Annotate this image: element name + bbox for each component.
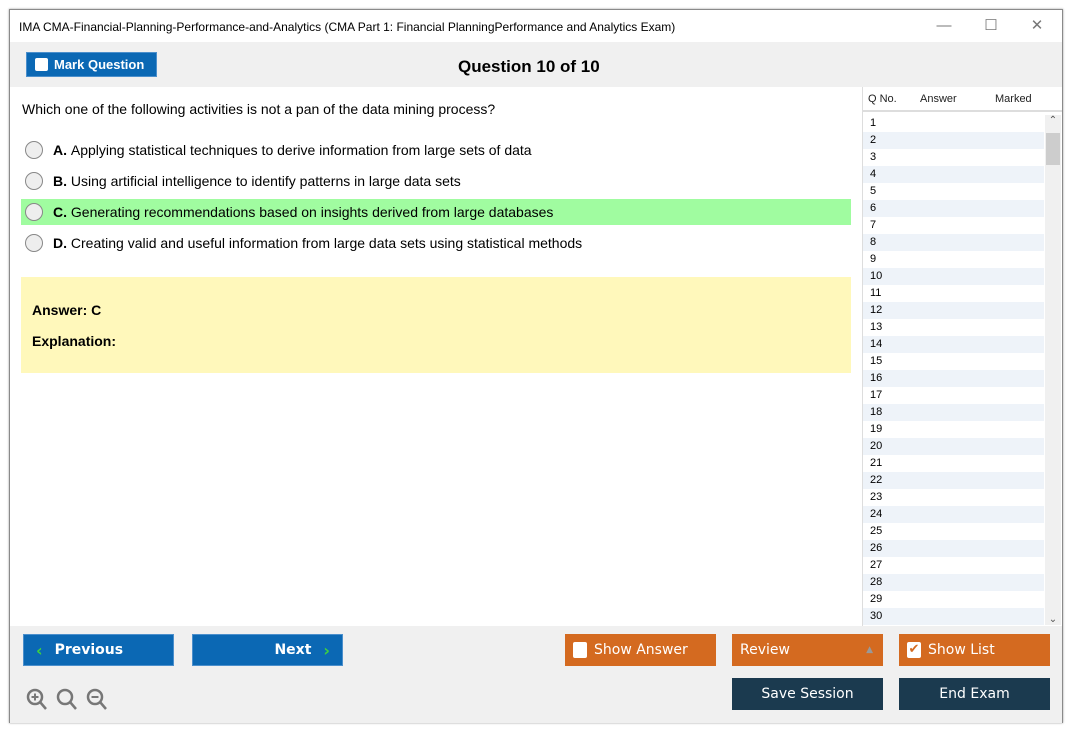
- list-row[interactable]: 24: [863, 506, 1044, 523]
- list-row[interactable]: 1: [870, 117, 877, 129]
- option-text: Creating valid and useful information fr…: [70, 235, 583, 251]
- list-row[interactable]: 25: [870, 525, 883, 537]
- header-qno: Q No.: [868, 92, 897, 105]
- question-area: Which one of the following activities is…: [10, 87, 862, 626]
- toolbar: Mark Question Question 10 of 10: [10, 42, 1062, 87]
- list-row[interactable]: 14: [863, 336, 1044, 353]
- end-exam-label: End Exam: [939, 686, 1010, 702]
- zoom-in-icon[interactable]: [26, 688, 47, 710]
- list-row[interactable]: 26: [863, 540, 1044, 557]
- checkmark-icon: ✔: [907, 642, 921, 658]
- list-row[interactable]: 22: [863, 472, 1044, 489]
- question-counter: Question 10 of 10: [458, 57, 600, 76]
- previous-button[interactable]: ‹ Previous: [23, 634, 174, 666]
- list-row[interactable]: 6: [863, 200, 1044, 217]
- next-button[interactable]: Next ›: [192, 634, 343, 666]
- option-letter: D.: [53, 235, 67, 251]
- list-row[interactable]: 2: [863, 132, 1044, 149]
- next-label: Next: [274, 642, 312, 658]
- show-answer-label: Show Answer: [594, 642, 688, 658]
- question-text: Which one of the following activities is…: [22, 101, 496, 117]
- radio-button[interactable]: [25, 203, 43, 221]
- title-bar: IMA CMA-Financial-Planning-Performance-a…: [10, 10, 1062, 42]
- mark-question-label: Mark Question: [54, 57, 145, 72]
- show-list-button[interactable]: ✔ Show List: [899, 634, 1050, 666]
- list-row[interactable]: 8: [863, 234, 1044, 251]
- scroll-down-icon[interactable]: ⌄: [1048, 614, 1058, 625]
- question-list: 1 2 3 4 5 6 7 8 9 10 11 12 13 14 15 16 17 18 19 20 21 22 23 24 2…: [863, 115, 1044, 625]
- option-d[interactable]: D. Creating valid and useful information…: [21, 230, 851, 256]
- checkbox-icon: [35, 58, 48, 71]
- radio-button[interactable]: [25, 234, 43, 252]
- review-dropdown[interactable]: Review ▲: [732, 634, 883, 666]
- caret-up-icon: ▲: [866, 645, 873, 655]
- list-row[interactable]: 18: [863, 404, 1044, 421]
- list-row[interactable]: 20: [863, 438, 1044, 455]
- list-row[interactable]: 27: [870, 559, 883, 571]
- list-row[interactable]: 21: [870, 457, 883, 469]
- explanation-label: Explanation:: [32, 333, 117, 349]
- window-title: IMA CMA-Financial-Planning-Performance-a…: [19, 20, 676, 34]
- show-answer-button[interactable]: Show Answer: [565, 634, 716, 666]
- option-text: Generating recommendations based on insi…: [70, 204, 554, 220]
- list-row[interactable]: 10: [863, 268, 1044, 285]
- show-list-label: Show List: [928, 642, 995, 658]
- answer-box: Answer: C Explanation:: [21, 277, 851, 373]
- option-b[interactable]: B. Using artificial intelligence to iden…: [21, 168, 851, 194]
- list-row[interactable]: 3: [870, 151, 877, 163]
- end-exam-button[interactable]: End Exam: [899, 678, 1050, 710]
- list-row[interactable]: 13: [870, 321, 883, 333]
- bottom-bar: ‹ Previous Next › Show Answer Review ▲ ✔ Sho…: [10, 626, 1062, 723]
- list-row[interactable]: 5: [870, 185, 877, 197]
- list-row[interactable]: 19: [870, 423, 883, 435]
- save-session-label: Save Session: [761, 686, 854, 702]
- option-c[interactable]: C. Generating recommendations based on i…: [21, 199, 851, 225]
- list-row[interactable]: 15: [870, 355, 883, 367]
- list-row[interactable]: 17: [870, 389, 883, 401]
- header-answer: Answer: [920, 92, 957, 105]
- scrollbar[interactable]: ⌃ ⌄: [1045, 115, 1061, 625]
- zoom-out-icon[interactable]: [86, 688, 107, 710]
- scroll-up-icon[interactable]: ⌃: [1048, 115, 1058, 126]
- radio-button[interactable]: [25, 141, 43, 159]
- minimize-button[interactable]: —: [936, 17, 952, 34]
- chevron-left-icon: ‹: [36, 640, 43, 660]
- mark-question-button[interactable]: Mark Question: [26, 52, 157, 77]
- review-label: Review: [740, 642, 790, 658]
- option-letter: A.: [53, 142, 67, 158]
- option-letter: B.: [53, 173, 67, 189]
- checkbox-icon: [573, 642, 587, 658]
- list-row[interactable]: 28: [863, 574, 1044, 591]
- list-row[interactable]: 30: [863, 608, 1044, 625]
- zoom-reset-icon[interactable]: [56, 688, 77, 710]
- list-row[interactable]: 29: [870, 593, 883, 605]
- zoom-controls: [26, 688, 107, 710]
- answer-label: Answer: C: [32, 302, 102, 318]
- list-row[interactable]: 9: [870, 253, 877, 265]
- previous-label: Previous: [54, 642, 124, 658]
- chevron-right-icon: ›: [323, 640, 330, 660]
- option-letter: C.: [53, 204, 67, 220]
- option-text: Using artificial intelligence to identif…: [70, 173, 461, 189]
- list-row[interactable]: 4: [863, 166, 1044, 183]
- save-session-button[interactable]: Save Session: [732, 678, 883, 710]
- option-text: Applying statistical techniques to deriv…: [70, 142, 532, 158]
- maximize-button[interactable]: ☐: [984, 17, 998, 34]
- question-list-panel: Q No. Answer Marked 1 2 3 4 5 6 7 8 9 10 11 12 13 14 1…: [862, 87, 1062, 626]
- close-button[interactable]: ✕: [1030, 17, 1044, 34]
- list-row[interactable]: 7: [870, 219, 877, 231]
- option-a[interactable]: A. Applying statistical techniques to de…: [21, 137, 851, 163]
- app-window: IMA CMA-Financial-Planning-Performance-a…: [9, 9, 1063, 723]
- list-row[interactable]: 12: [863, 302, 1044, 319]
- list-row[interactable]: 16: [863, 370, 1044, 387]
- list-header: Q No. Answer Marked: [863, 87, 1062, 112]
- list-row[interactable]: 23: [870, 491, 883, 503]
- list-row[interactable]: 11: [870, 287, 882, 299]
- header-marked: Marked: [995, 92, 1032, 105]
- radio-button[interactable]: [25, 172, 43, 190]
- scrollbar-thumb[interactable]: [1046, 133, 1060, 165]
